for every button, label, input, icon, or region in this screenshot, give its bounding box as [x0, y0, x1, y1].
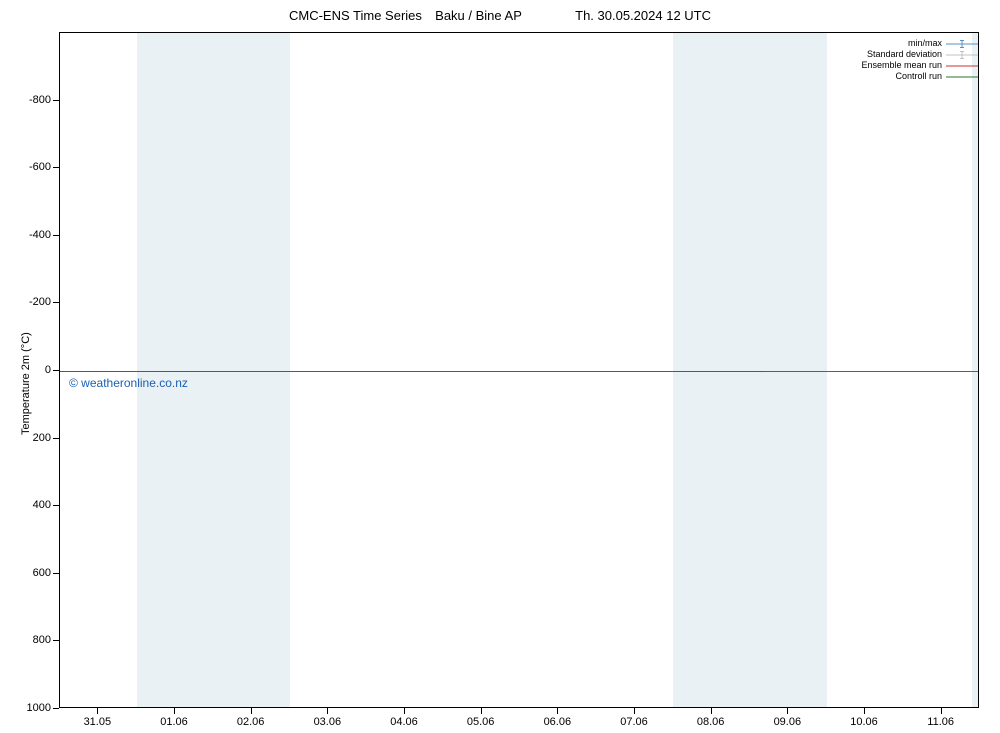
y-tick-mark — [53, 167, 59, 168]
x-tick-mark — [941, 708, 942, 714]
y-tick-label: 0 — [45, 364, 51, 376]
y-tick-mark — [53, 640, 59, 641]
y-tick-label: 600 — [33, 567, 51, 579]
x-tick-label: 11.06 — [927, 716, 954, 728]
title-model: CMC-ENS Time Series — [289, 8, 422, 23]
weekend-band — [137, 33, 290, 707]
legend-label: Ensemble mean run — [861, 60, 946, 71]
legend-swatch — [946, 72, 978, 82]
x-tick-label: 04.06 — [390, 716, 418, 728]
y-tick-mark — [53, 302, 59, 303]
control-run-line — [60, 371, 765, 372]
y-tick-label: 200 — [33, 432, 51, 444]
legend-label: Standard deviation — [867, 49, 946, 60]
x-tick-mark — [97, 708, 98, 714]
x-tick-mark — [251, 708, 252, 714]
x-tick-mark — [557, 708, 558, 714]
y-tick-label: -400 — [29, 229, 51, 241]
watermark: © weatheronline.co.nz — [69, 376, 188, 390]
legend-item: Controll run — [861, 71, 978, 82]
y-tick-mark — [53, 505, 59, 506]
y-tick-label: -600 — [29, 161, 51, 173]
legend-swatch — [946, 39, 978, 49]
x-tick-label: 01.06 — [160, 716, 188, 728]
x-tick-label: 06.06 — [544, 716, 572, 728]
x-tick-label: 07.06 — [620, 716, 648, 728]
legend-swatch — [946, 50, 978, 60]
y-tick-label: 400 — [33, 499, 51, 511]
x-tick-label: 09.06 — [774, 716, 802, 728]
y-tick-label: 1000 — [27, 702, 51, 714]
x-tick-mark — [481, 708, 482, 714]
y-axis-label: Temperature 2m (°C) — [20, 332, 32, 435]
x-tick-label: 08.06 — [697, 716, 725, 728]
x-tick-mark — [174, 708, 175, 714]
y-tick-mark — [53, 100, 59, 101]
weekend-band — [972, 33, 979, 707]
legend-item: Standard deviation — [861, 49, 978, 60]
x-tick-mark — [404, 708, 405, 714]
y-tick-mark — [53, 708, 59, 709]
weekend-band — [673, 33, 826, 707]
x-tick-label: 05.06 — [467, 716, 495, 728]
y-tick-label: 800 — [33, 634, 51, 646]
y-tick-label: -800 — [29, 94, 51, 106]
chart-title: CMC-ENS Time Series Baku / Bine AP Th. 3… — [0, 8, 1000, 23]
plot-area — [59, 32, 979, 708]
legend-swatch — [946, 61, 978, 71]
legend-item: Ensemble mean run — [861, 60, 978, 71]
y-tick-mark — [53, 438, 59, 439]
x-tick-mark — [634, 708, 635, 714]
x-tick-mark — [327, 708, 328, 714]
title-location: Baku / Bine AP — [435, 8, 522, 23]
x-tick-mark — [711, 708, 712, 714]
x-tick-label: 10.06 — [850, 716, 878, 728]
legend: min/maxStandard deviationEnsemble mean r… — [861, 38, 978, 82]
x-tick-mark — [787, 708, 788, 714]
x-tick-mark — [864, 708, 865, 714]
legend-label: Controll run — [895, 71, 946, 82]
y-tick-mark — [53, 573, 59, 574]
legend-label: min/max — [908, 38, 946, 49]
y-tick-mark — [53, 370, 59, 371]
title-datetime: Th. 30.05.2024 12 UTC — [575, 8, 711, 23]
x-tick-label: 02.06 — [237, 716, 265, 728]
y-tick-label: -200 — [29, 296, 51, 308]
x-tick-label: 31.05 — [84, 716, 112, 728]
chart-container: CMC-ENS Time Series Baku / Bine AP Th. 3… — [0, 0, 1000, 733]
y-tick-mark — [53, 235, 59, 236]
legend-item: min/max — [861, 38, 978, 49]
x-tick-label: 03.06 — [314, 716, 342, 728]
